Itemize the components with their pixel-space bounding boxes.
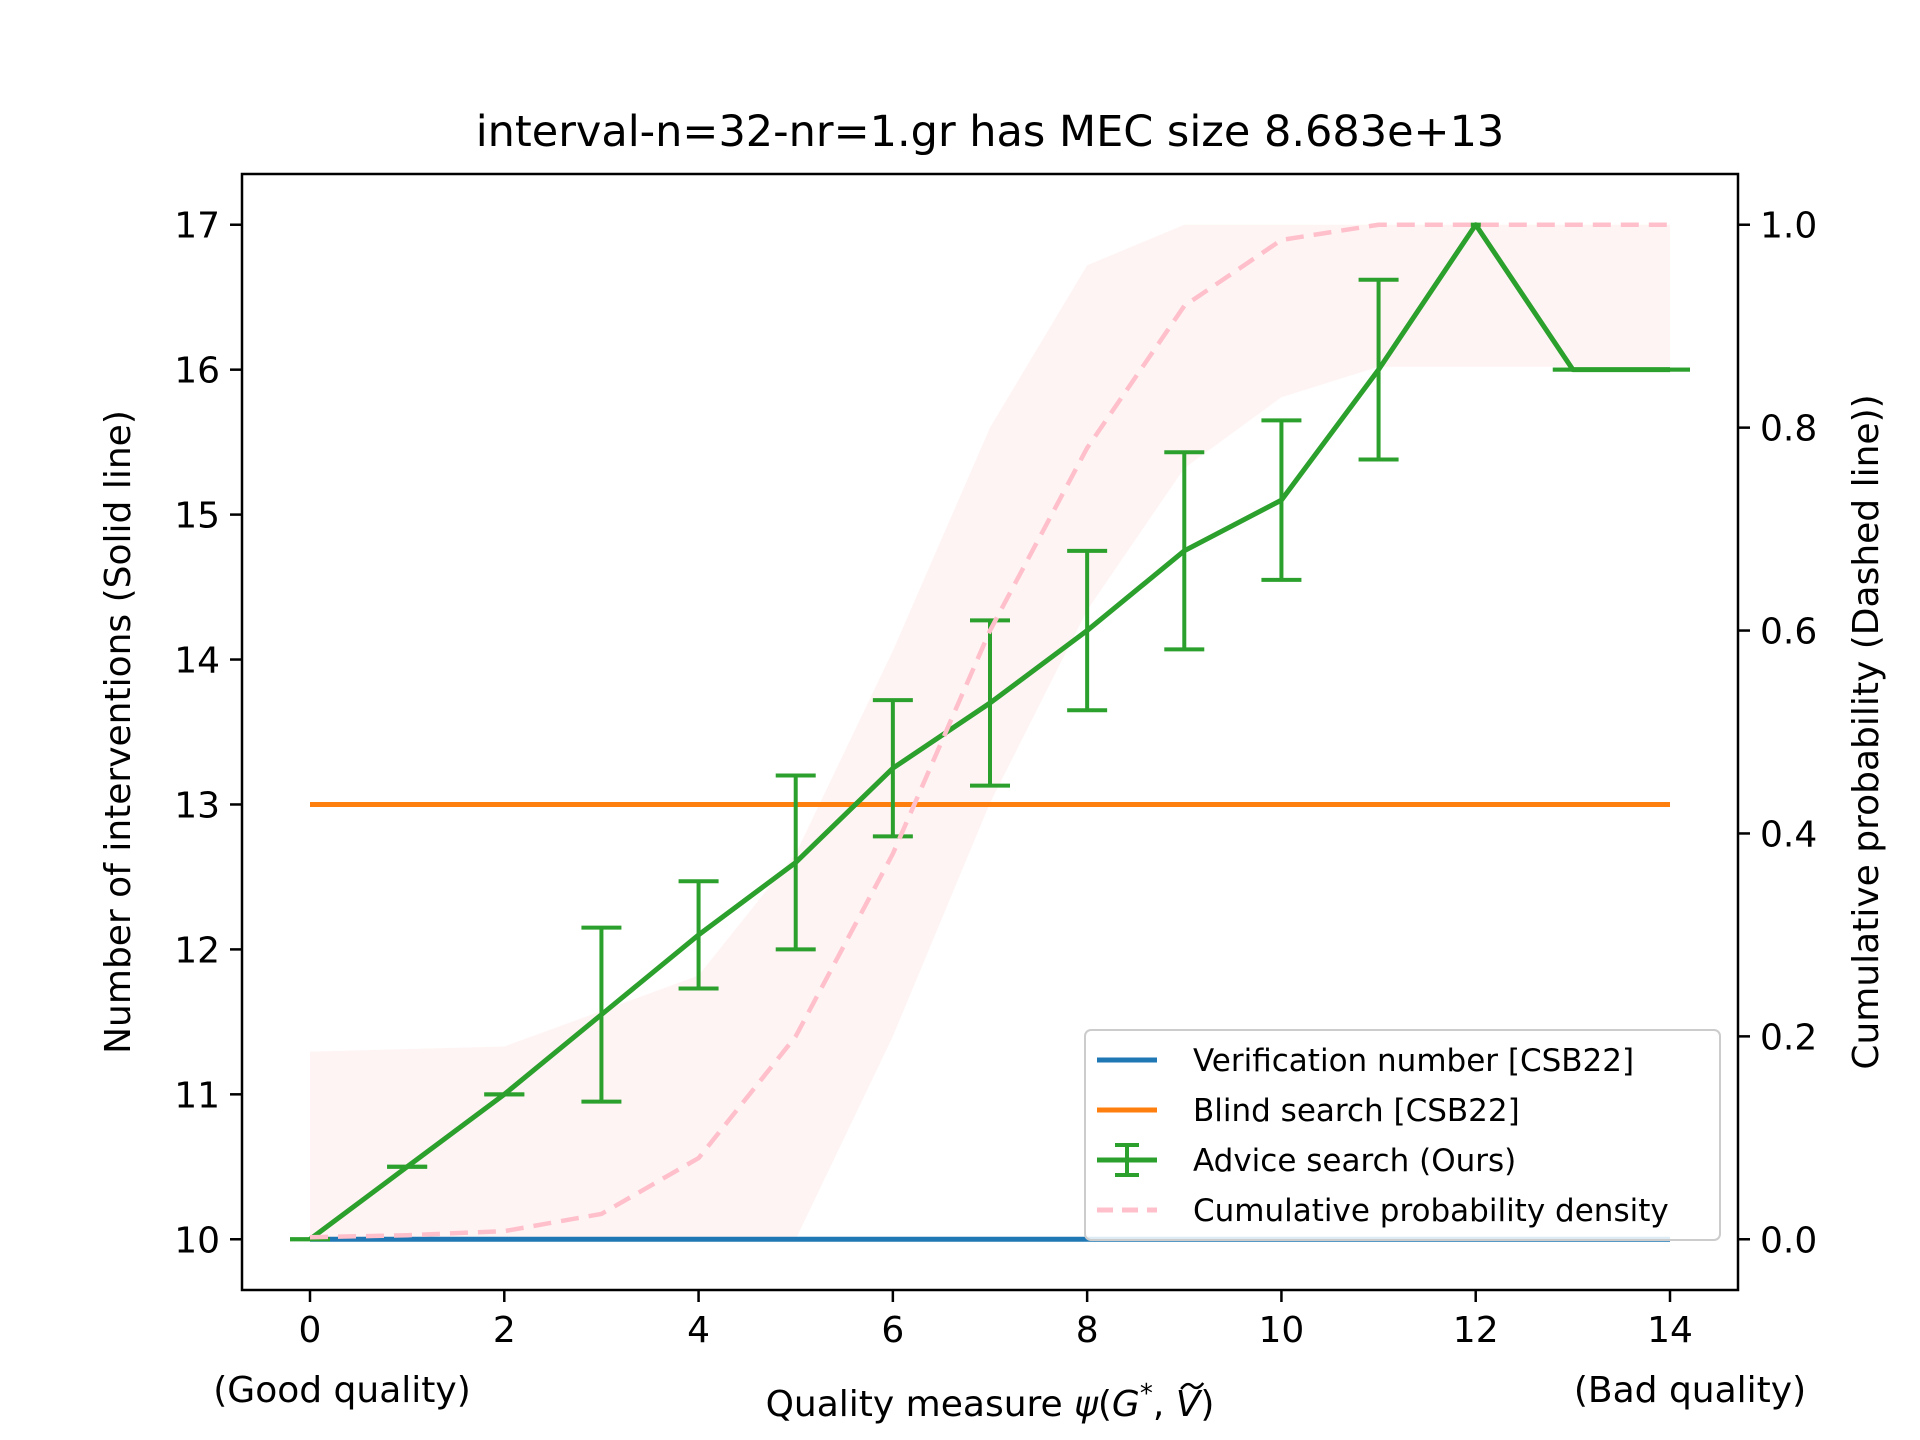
y-right-tick-label: 0.6 — [1760, 612, 1817, 653]
axes-frame — [240, 172, 1740, 1292]
x-annotation-bad: (Bad quality) — [1574, 1370, 1806, 1411]
x-tick-label: 8 — [1076, 1310, 1099, 1351]
x-tick-label: 4 — [687, 1310, 710, 1351]
y-left-tick-label: 10 — [174, 1220, 220, 1261]
y-left-tick-label: 12 — [174, 930, 220, 971]
legend-item: Blind search [CSB22] — [1097, 1093, 1520, 1129]
tilde-accent — [1180, 1382, 1205, 1390]
x-axis-label: Quality measure ψ(G*, V) — [766, 1379, 1215, 1425]
x-tick-label: 10 — [1259, 1310, 1305, 1351]
x-tick-label: 14 — [1647, 1310, 1693, 1351]
x-tick-label: 0 — [299, 1310, 322, 1351]
legend-label: Cumulative probability density — [1193, 1193, 1669, 1229]
series-layer — [290, 222, 1690, 1242]
y-left-tick-label: 17 — [174, 206, 220, 247]
legend-label: Blind search [CSB22] — [1193, 1093, 1520, 1129]
y-left-tick-label: 13 — [174, 785, 220, 826]
y-left-tick-label: 11 — [174, 1075, 220, 1116]
legend-item: Advice search (Ours) — [1097, 1143, 1516, 1179]
y-left-tick-label: 15 — [174, 496, 220, 537]
y-left-tick-label: 14 — [174, 641, 220, 682]
legend-item: Verification number [CSB22] — [1097, 1043, 1634, 1079]
series-line-3 — [309, 222, 1670, 1240]
y-right-tick-label: 1.0 — [1760, 206, 1817, 247]
x-annotation-good: (Good quality) — [213, 1370, 470, 1411]
x-tick-label: 2 — [493, 1310, 516, 1351]
y-right-tick-label: 0.0 — [1760, 1220, 1817, 1261]
x-tick-label: 6 — [881, 1310, 904, 1351]
ticks-layer: 0 2 4 6 8 10 12 14 10 11 12 13 14 15 16 17 0.0 0.2 0.4 0.6 0… — [174, 206, 1817, 1351]
y-axis-label-left: Number of interventions (Solid line) — [98, 410, 139, 1054]
legend-label: Verification number [CSB22] — [1193, 1043, 1634, 1079]
y-right-tick-label: 0.4 — [1760, 814, 1817, 855]
legend-box — [1084, 1029, 1721, 1241]
x-tick-label: 12 — [1453, 1310, 1499, 1351]
legend-label: Advice search (Ours) — [1193, 1143, 1516, 1179]
y-right-tick-label: 0.2 — [1760, 1017, 1817, 1058]
y-right-tick-label: 0.8 — [1760, 409, 1817, 450]
legend-item: Cumulative probability density — [1097, 1193, 1669, 1229]
legend: Verification number [CSB22] Blind search … — [1084, 1029, 1721, 1241]
y-left-tick-label: 16 — [174, 351, 220, 392]
chart-title: interval-n=32-nr=1.gr has MEC size 8.683… — [476, 107, 1505, 157]
y-axis-label-right: Cumulative probability (Dashed line)) — [1846, 394, 1887, 1069]
